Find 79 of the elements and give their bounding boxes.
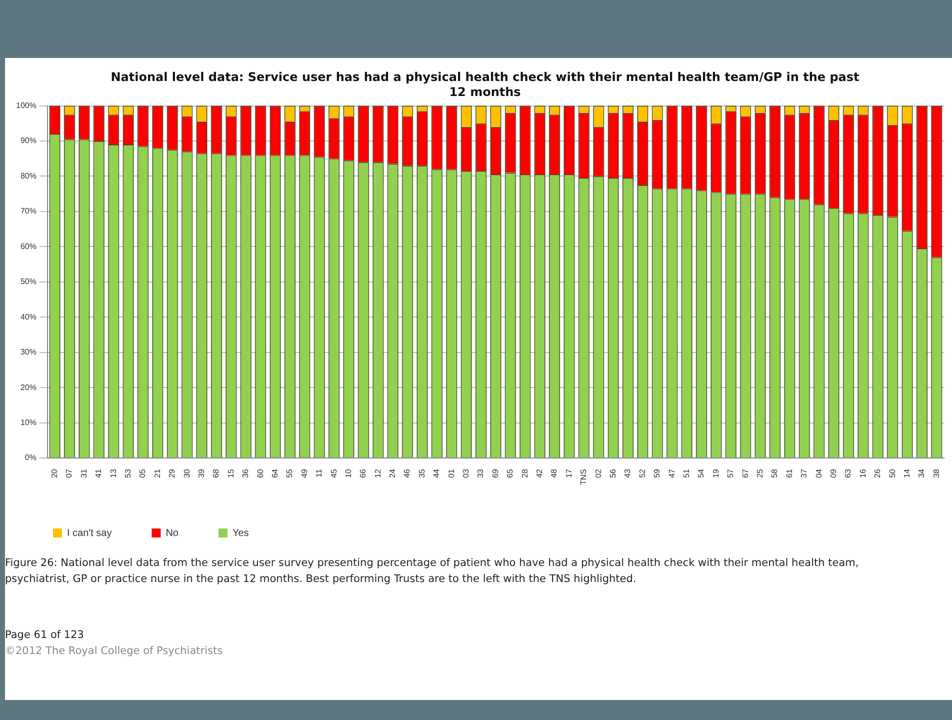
y-tick-label: 30% [20, 348, 36, 357]
x-tick-label: 50 [888, 468, 897, 478]
x-tick-label: TNS [579, 469, 588, 485]
x-tick-label: 04 [814, 468, 824, 478]
x-tick-label: 42 [535, 468, 544, 478]
x-tick-label: 36 [241, 468, 250, 478]
x-tick-label: 45 [329, 468, 338, 478]
x-tick-label: 61 [784, 468, 794, 478]
x-tick-label: 48 [550, 468, 559, 478]
legend-label: Yes [232, 528, 249, 539]
x-tick-label: 17 [564, 468, 574, 478]
x-tick-label: 10 [344, 468, 353, 478]
x-tick-label: 54 [696, 468, 706, 478]
x-tick-label: 35 [417, 468, 426, 478]
x-tick-label: 52 [638, 468, 647, 478]
x-tick-label: 57 [726, 468, 736, 478]
x-tick-label: 26 [873, 468, 882, 478]
x-tick-label: 11 [314, 468, 324, 478]
x-tick-label: 16 [858, 468, 868, 478]
chart-title: National level data: Service user has had a physical health check with their mental health team/GP in the past 12 months [110, 70, 860, 100]
x-tick-label: 29 [168, 468, 177, 478]
text: Page 61 of 123 [5, 628, 85, 643]
y-tick-label: 70% [20, 206, 36, 216]
x-tick-label: 12 [373, 468, 382, 478]
x-tick-label: 44 [432, 468, 442, 478]
x-tick-label: 46 [402, 468, 412, 478]
x-tick-label: 58 [770, 468, 780, 478]
x-tick-label: 64 [270, 468, 280, 478]
x-tick-label: 55 [285, 468, 294, 478]
y-tick-label: 90% [20, 136, 36, 146]
x-tick-label: 07 [64, 468, 74, 478]
x-tick-label: 38 [932, 468, 941, 478]
x-tick-label: 19 [711, 468, 720, 478]
x-tick-label: 05 [138, 468, 148, 478]
y-tick-label: 10% [20, 418, 36, 427]
y-tick-label: 0% [24, 453, 36, 462]
x-tick-label: 24 [388, 468, 398, 478]
x-tick-label: 43 [623, 468, 632, 478]
x-tick-label: 33 [476, 468, 486, 478]
x-tick-label: 15 [226, 468, 236, 478]
x-tick-label: 02 [594, 468, 603, 478]
x-tick-label: 60 [256, 468, 265, 478]
x-tick-label: 20 [50, 468, 60, 478]
x-tick-label: 13 [108, 468, 118, 478]
x-tick-label: 66 [358, 468, 368, 478]
x-tick-label: 51 [682, 468, 691, 478]
x-tick-label: 28 [520, 468, 530, 478]
legend-label: I can't say [67, 528, 112, 539]
x-tick-label: 03 [462, 468, 471, 478]
x-tick-label: 14 [902, 468, 912, 478]
x-tick-label: 09 [828, 468, 838, 478]
y-tick-label: 100% [16, 101, 36, 110]
x-tick-label: 34 [917, 468, 926, 478]
x-tick-label: 39 [196, 468, 206, 478]
x-tick-label: 63 [844, 468, 853, 478]
legend-label: No [166, 528, 179, 539]
x-tick-label: 67 [740, 468, 750, 478]
x-tick-label: 59 [652, 468, 662, 478]
y-tick-label: 60% [20, 242, 36, 251]
text: ©2012 The Royal College of Psychiatrists [5, 644, 224, 659]
caption: Figure 26: National level data from the service user survey presenting percentage of patient who have had a physical health check with their mental health team, psychiatrist, GP or practice nurse in the past 12 months. Best performing Trusts are to the left with the TNS highlighted. [5, 556, 860, 587]
x-tick-label: 31 [79, 468, 88, 478]
y-tick-label: 80% [20, 171, 36, 180]
x-tick-label: 68 [212, 468, 221, 478]
x-tick-label: 49 [300, 468, 309, 478]
x-tick-label: 65 [506, 468, 515, 478]
x-tick-label: 47 [667, 468, 676, 478]
x-tick-label: 37 [800, 468, 809, 478]
x-tick-label: 30 [182, 468, 192, 478]
x-tick-label: 01 [446, 468, 456, 478]
y-tick-label: 50% [20, 277, 36, 286]
x-tick-label: 53 [124, 468, 132, 478]
x-tick-label: 21 [152, 468, 162, 478]
y-tick-label: 40% [20, 312, 36, 322]
x-tick-label: 25 [755, 468, 764, 478]
x-tick-label: 69 [490, 468, 500, 478]
x-tick-label: 41 [94, 468, 104, 478]
x-tick-label: 56 [608, 468, 618, 478]
y-tick-label: 20% [20, 382, 36, 392]
